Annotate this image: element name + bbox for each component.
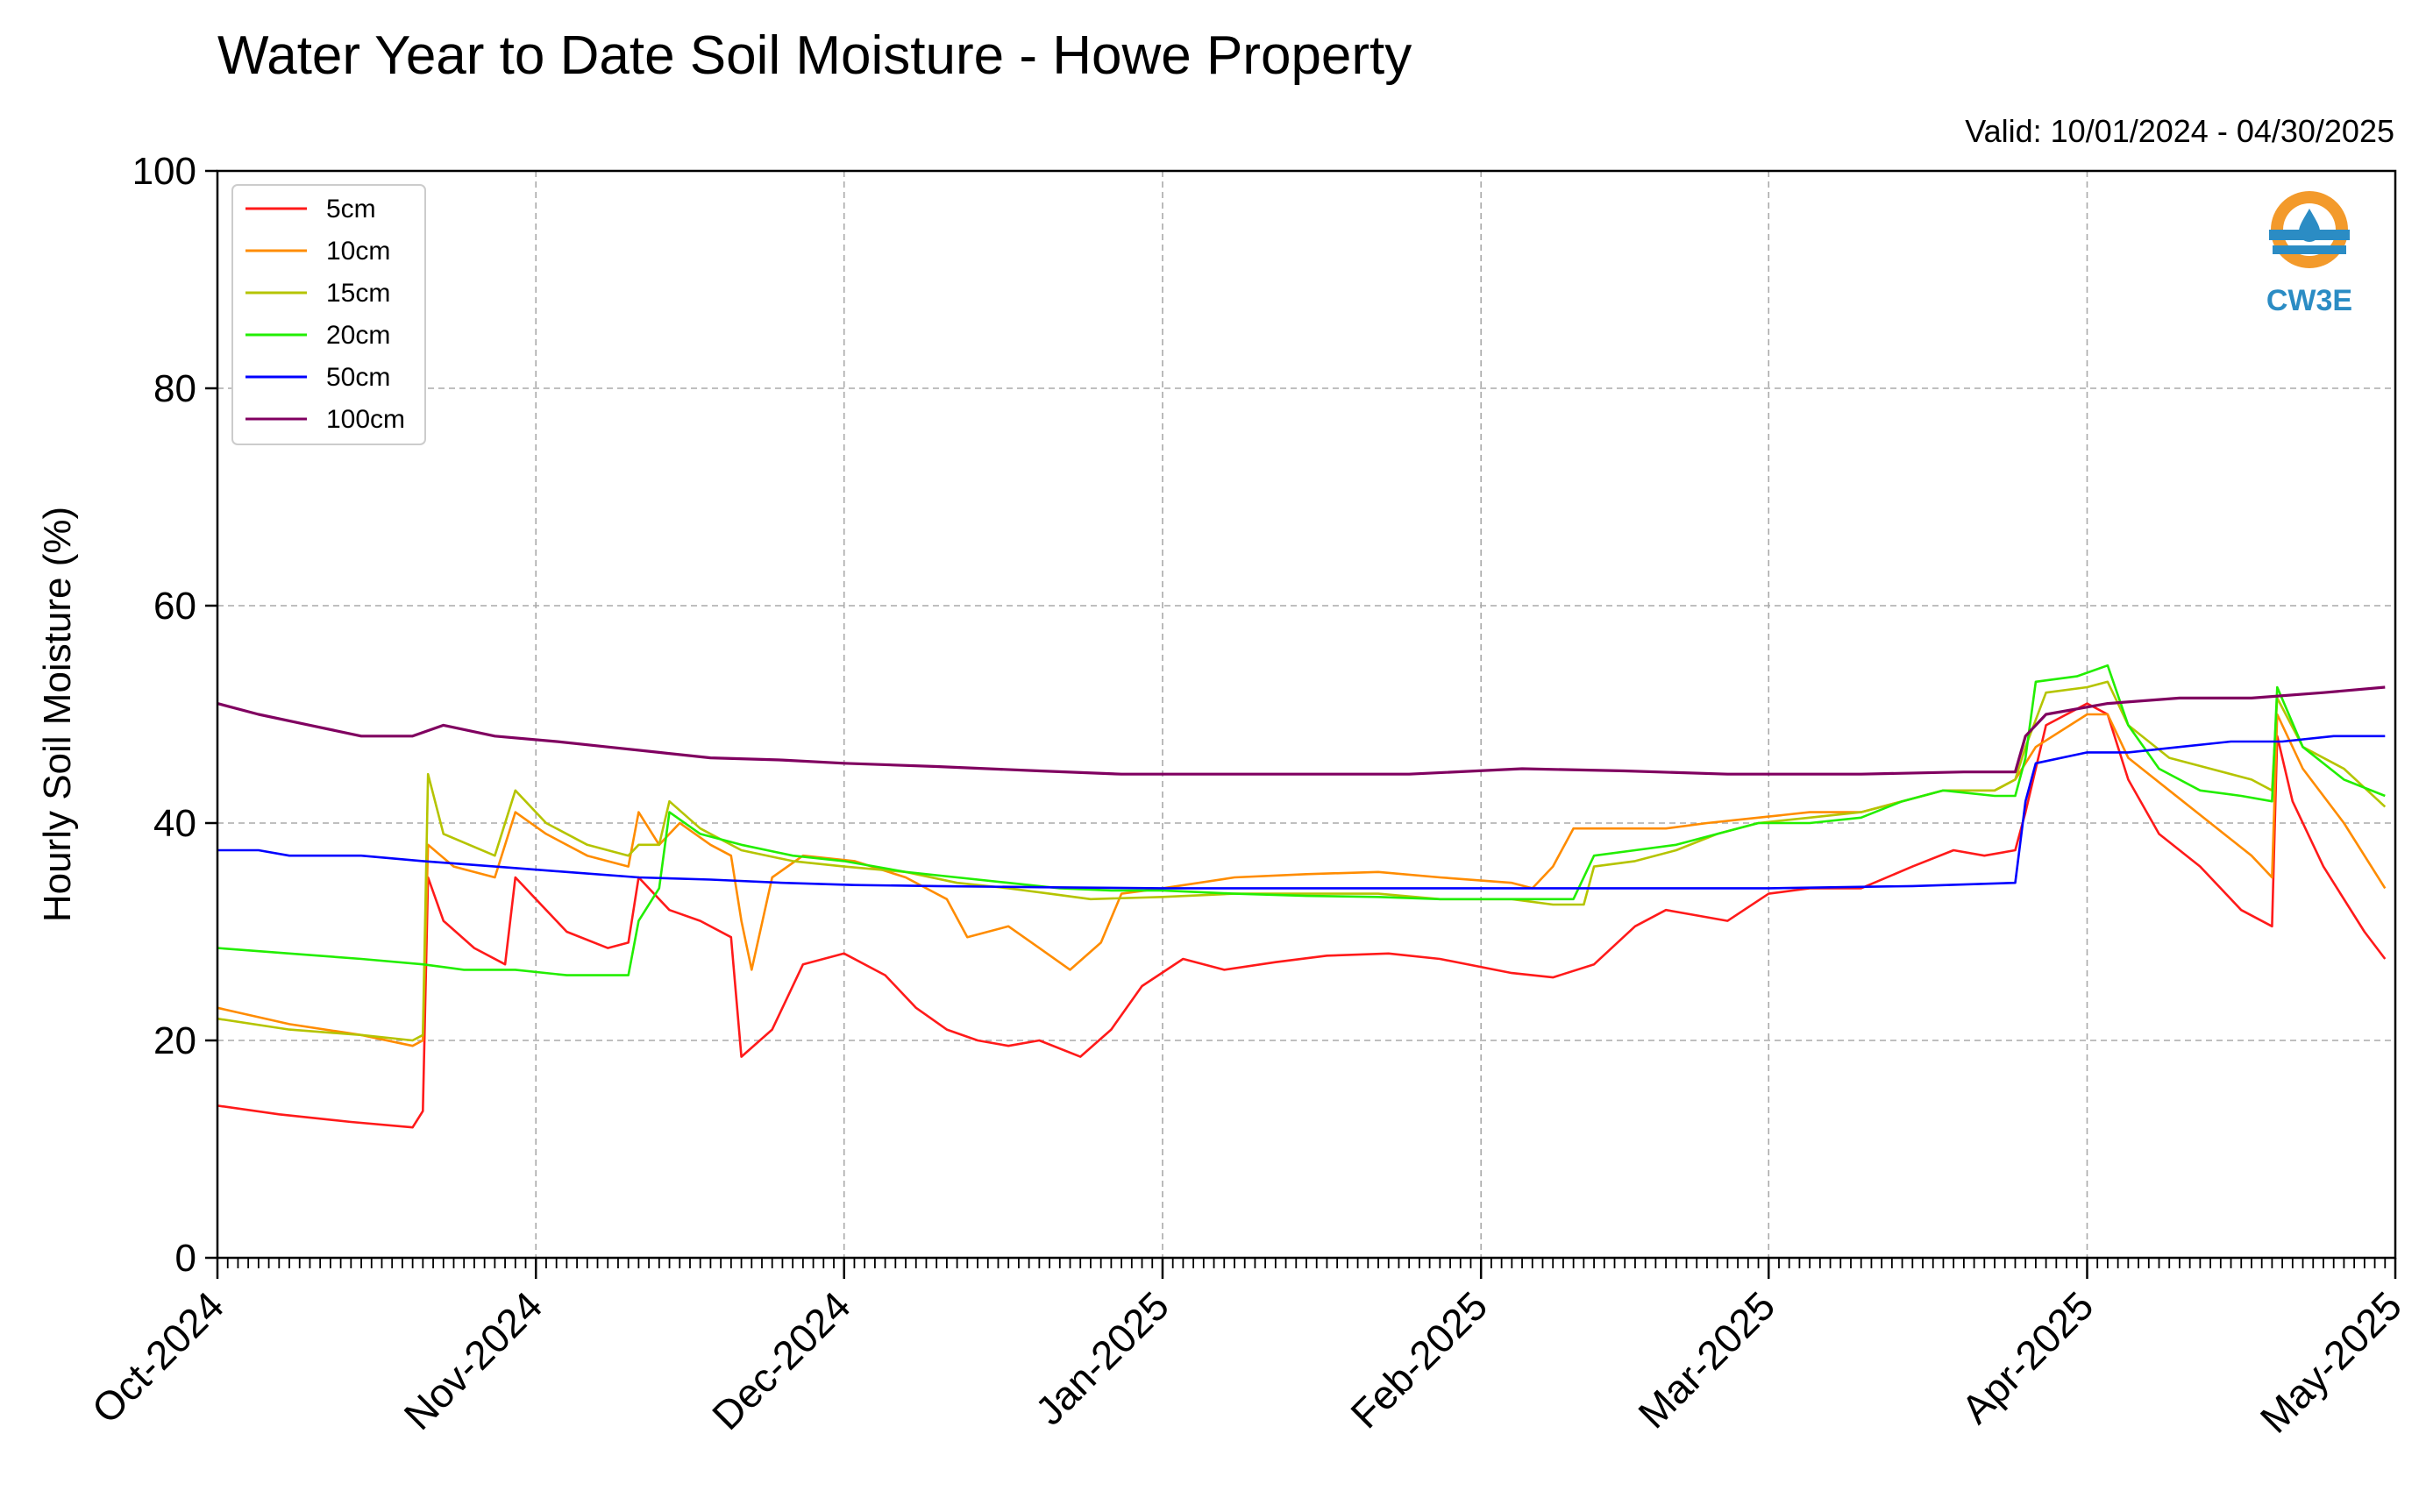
- x-tick-label: May-2025: [2252, 1282, 2410, 1441]
- chart-subtitle: Valid: 10/01/2024 - 04/30/2025: [1965, 113, 2394, 149]
- logo-wave2-icon: [2273, 245, 2346, 254]
- x-tick-label: Apr-2025: [1953, 1282, 2102, 1432]
- y-tick-label: 40: [153, 802, 196, 845]
- y-tick-label: 100: [132, 150, 196, 193]
- y-tick-label: 20: [153, 1019, 196, 1062]
- legend-label: 100cm: [326, 405, 405, 434]
- y-tick-label: 80: [153, 367, 196, 410]
- series-line-100cm: [217, 685, 2386, 776]
- series-line-50cm: [217, 735, 2386, 890]
- x-tick-label: Nov-2024: [395, 1282, 551, 1438]
- grid: [217, 171, 2395, 1258]
- y-tick-label: 60: [153, 585, 196, 628]
- chart-title: Water Year to Date Soil Moisture - Howe …: [217, 25, 1412, 86]
- y-axis-label: Hourly Soil Moisture (%): [36, 507, 79, 922]
- x-tick-label: Jan-2025: [1027, 1282, 1177, 1433]
- y-tick-label: 0: [175, 1237, 196, 1280]
- cw3e-logo: CW3E: [2266, 191, 2352, 317]
- legend-label: 15cm: [326, 279, 390, 308]
- x-tick-label: Oct-2024: [83, 1282, 233, 1432]
- logo-text: CW3E: [2266, 284, 2352, 317]
- legend-label: 5cm: [326, 195, 376, 224]
- series-line-20cm: [217, 664, 2386, 976]
- x-tick-label: Feb-2025: [1341, 1282, 1496, 1437]
- legend-label: 50cm: [326, 363, 390, 392]
- series-lines: [217, 664, 2387, 1129]
- series-line-15cm: [217, 680, 2387, 1042]
- legend: 5cm 10cm 15cm 20cm 50cm 100cm: [231, 184, 426, 445]
- x-tick-label: Mar-2025: [1629, 1282, 1783, 1437]
- logo-drop-icon: [2299, 209, 2320, 242]
- legend-label: 10cm: [326, 237, 390, 266]
- legend-label: 20cm: [326, 321, 390, 350]
- x-tick-label: Dec-2024: [703, 1282, 859, 1438]
